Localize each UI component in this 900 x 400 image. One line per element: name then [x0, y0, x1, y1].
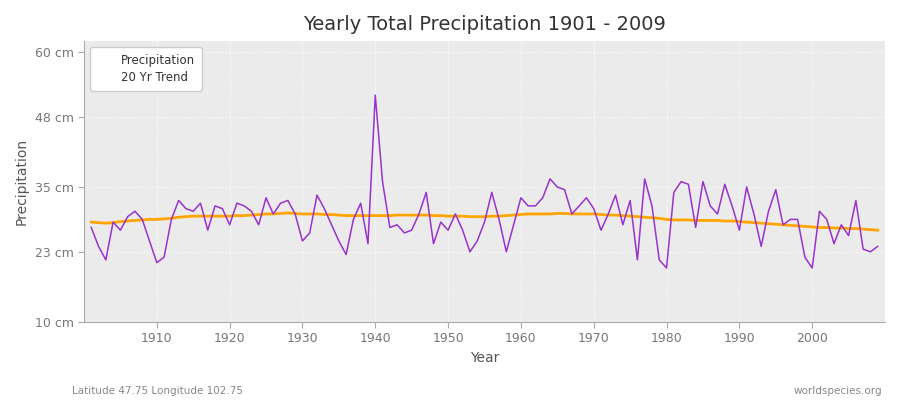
20 Yr Trend — [610, 213, 621, 218]
20 Yr Trend — [311, 212, 322, 216]
Text: worldspecies.org: worldspecies.org — [794, 386, 882, 396]
Line: Precipitation: Precipitation — [91, 95, 878, 268]
20 Yr Trend — [523, 212, 534, 216]
Precipitation — [348, 217, 359, 222]
Precipitation — [144, 238, 155, 243]
X-axis label: Year: Year — [470, 351, 500, 365]
Precipitation — [872, 244, 883, 249]
20 Yr Trend — [516, 212, 526, 217]
Line: 20 Yr Trend: 20 Yr Trend — [91, 213, 878, 230]
20 Yr Trend — [283, 210, 293, 215]
Text: Latitude 47.75 Longitude 102.75: Latitude 47.75 Longitude 102.75 — [72, 386, 243, 396]
Title: Yearly Total Precipitation 1901 - 2009: Yearly Total Precipitation 1901 - 2009 — [303, 15, 666, 34]
Precipitation — [516, 195, 526, 200]
20 Yr Trend — [144, 217, 155, 222]
Precipitation — [610, 193, 621, 198]
20 Yr Trend — [872, 228, 883, 232]
20 Yr Trend — [86, 220, 96, 224]
Precipitation — [304, 230, 315, 235]
Precipitation — [523, 204, 534, 208]
Precipitation — [662, 266, 672, 270]
20 Yr Trend — [356, 213, 366, 218]
Legend: Precipitation, 20 Yr Trend: Precipitation, 20 Yr Trend — [90, 47, 202, 91]
Y-axis label: Precipitation: Precipitation — [15, 138, 29, 225]
Precipitation — [370, 93, 381, 98]
Precipitation — [86, 225, 96, 230]
